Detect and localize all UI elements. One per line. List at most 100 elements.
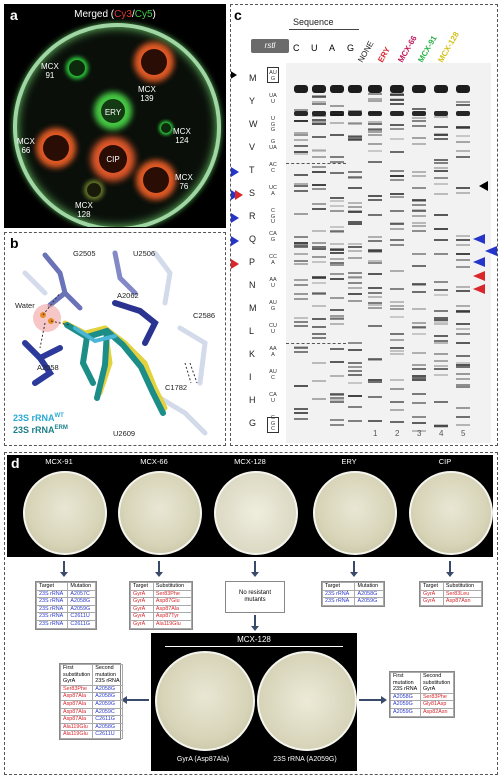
gel-band: [294, 351, 308, 354]
table-row: Ala119Glu C2611U: [59, 730, 123, 739]
gel-band: [348, 349, 362, 352]
panel-a-letter: a: [10, 7, 18, 23]
gel-band: [368, 286, 382, 289]
table-row: 23S rRNA A2059G: [321, 597, 384, 606]
gel-band: [412, 415, 426, 418]
gel-band: [330, 419, 344, 422]
gel-band: [390, 387, 404, 390]
gel-band: [368, 272, 382, 275]
table-right-combo: First mutation 23S rRNA Second substitut…: [389, 671, 455, 718]
gel-band: [294, 184, 308, 187]
gel-band: [390, 315, 404, 318]
gel-band: [412, 322, 426, 325]
table-cell: 23S rRNA: [35, 597, 69, 606]
gel-band: [312, 101, 326, 104]
amino-acid: V: [249, 142, 256, 152]
table-row: Asp87Ala A2059G: [59, 699, 123, 709]
gel-band: [348, 175, 362, 178]
gel-band: [330, 296, 344, 299]
gel-band: [330, 230, 344, 233]
gel-band: [294, 412, 308, 415]
gel-band: [312, 207, 326, 210]
panel-a-title: Merged (Cy3/Cy5): [5, 9, 225, 20]
table-ery: Target Mutation 23S rRNA A2058G 23S rRNA A2…: [321, 581, 385, 607]
hydrogen-bonds: [39, 292, 198, 384]
gel-band: [330, 278, 344, 281]
gel-band: [312, 292, 326, 295]
table-cell: Ala119Glu: [59, 722, 94, 732]
gel-band: [390, 339, 404, 342]
table-cell: GyrA: [130, 619, 154, 629]
gel-band: [390, 222, 404, 225]
gel-band: [294, 259, 308, 262]
th-first-sub: First substitution GyrA: [59, 664, 94, 686]
gel-divider: [286, 163, 346, 164]
bottom-title: MCX-128: [237, 635, 271, 644]
gel-band: [390, 304, 404, 307]
gel-band: [412, 376, 426, 379]
amino-acid: K: [249, 349, 256, 359]
gel-band: [390, 300, 404, 303]
gel-band: [312, 326, 326, 329]
gel-band: [390, 346, 404, 349]
plate-ery: [313, 471, 397, 555]
amino-acid: P: [249, 257, 256, 267]
table-cell: Asp87Ala: [59, 715, 94, 724]
th-target: Target: [35, 582, 69, 591]
gel-band-mid: [412, 111, 426, 116]
table-row: Asp87Ala C2611G: [59, 715, 123, 724]
codon: UAU: [269, 93, 277, 105]
title-cy3: Cy3: [114, 9, 132, 20]
gel-band: [456, 126, 470, 129]
arrow-ery: [350, 561, 358, 577]
sequence-marker: [231, 167, 239, 177]
gel-band: [368, 303, 382, 306]
arrow-left-head: [121, 696, 127, 704]
table-row: 23S rRNA C2611U: [35, 612, 96, 621]
gel-band: [312, 171, 326, 174]
gel-band: [294, 182, 308, 185]
table-cell: Asp87Glu: [152, 597, 193, 606]
gel-band: [456, 407, 470, 410]
gel-band: [434, 253, 448, 256]
gel-band: [390, 94, 404, 97]
gel-band: [294, 321, 308, 324]
ribosome-structure-svg: [22, 250, 208, 436]
table-cell: Ala119Glu: [152, 619, 193, 629]
label-a2058: A2058: [37, 363, 59, 372]
gel-band: [294, 324, 308, 327]
table-cell: 23S rRNA: [35, 619, 69, 629]
gel-band: [434, 166, 448, 169]
gel-band: [412, 215, 426, 218]
gel-band: [390, 138, 404, 141]
label-mcx-124: MCX 124: [173, 127, 191, 145]
gel-band: [434, 162, 448, 165]
gel-band: [412, 308, 426, 311]
label-cip: CIP: [106, 155, 120, 164]
gel-band: [368, 235, 382, 238]
gel-band: [330, 161, 344, 164]
label-a2062: A2062: [117, 291, 139, 300]
gel-band: [330, 104, 344, 107]
gel-band: [312, 276, 326, 279]
gel-band: [390, 353, 404, 356]
gel-band: [456, 125, 470, 128]
gel-band: [368, 199, 382, 202]
gel-band: [312, 166, 326, 169]
table-cell: A2058G: [92, 692, 123, 701]
label-mcx-91: MCX 91: [41, 62, 59, 80]
table-row: A2058G Ser83Phe: [390, 692, 455, 702]
gel-band: [348, 394, 362, 397]
table-cell: Ser83Phe: [59, 684, 94, 694]
gel-band: [412, 208, 426, 211]
gel-band: [330, 394, 344, 397]
gel-band-top: [368, 85, 382, 93]
gel-band: [330, 242, 344, 245]
sequence-bracket: [289, 29, 359, 32]
gel-band: [348, 300, 362, 303]
gel-band: [330, 375, 344, 378]
legend-erm: 23S rRNAERM: [13, 425, 68, 435]
gel-band-top: [312, 85, 326, 93]
gel-band: [348, 202, 362, 205]
seq-lane-a: A: [329, 43, 336, 53]
